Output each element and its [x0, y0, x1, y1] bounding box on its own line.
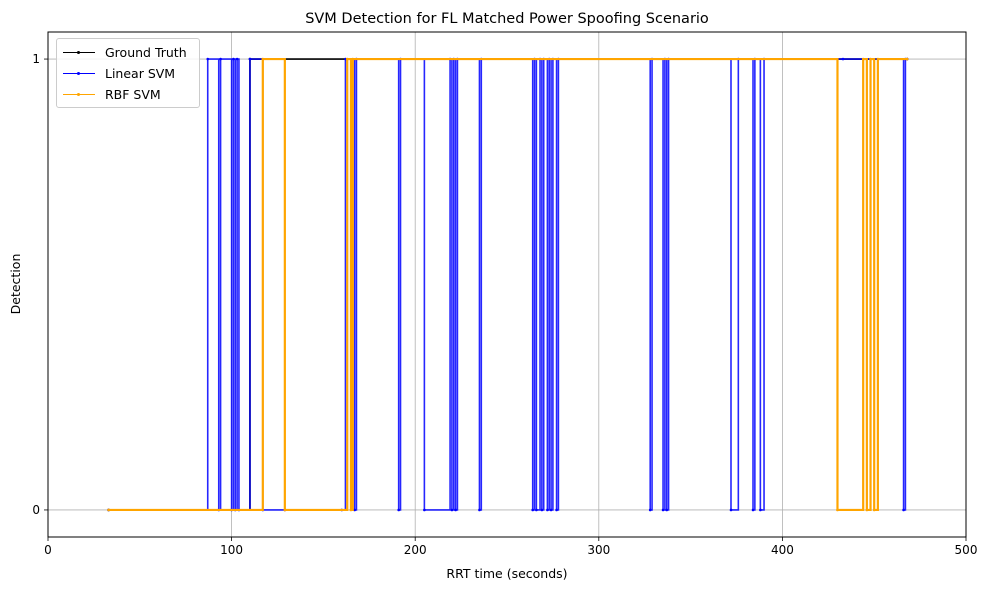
series-point-rbf-svm — [836, 508, 839, 512]
legend: Ground Truth Linear SVM RBF SVM — [56, 38, 200, 108]
plot-frame — [47, 31, 967, 538]
series-point-linear-svm — [902, 508, 905, 512]
series-point-linear-svm — [759, 508, 762, 512]
x-tick-label: 300 — [587, 543, 610, 557]
legend-item-ground-truth: Ground Truth — [63, 43, 187, 61]
series-point-rbf-svm — [345, 57, 349, 61]
y-axis-label: Detection — [8, 254, 23, 315]
series-point-linear-svm — [549, 508, 553, 512]
series-point-rbf-svm — [283, 508, 287, 512]
series-point-rbf-svm — [876, 57, 880, 61]
x-tick-label: 0 — [44, 543, 52, 557]
series-point-linear-svm — [232, 57, 235, 61]
series-point-linear-svm — [219, 57, 222, 61]
series-point-linear-svm — [397, 508, 400, 512]
series-point-rbf-svm — [351, 57, 355, 61]
series-point-linear-svm — [344, 57, 347, 61]
legend-label: RBF SVM — [105, 86, 161, 102]
series-point-linear-svm — [729, 508, 733, 512]
y-tick-label: 0 — [32, 503, 40, 517]
series-point-linear-svm — [661, 508, 665, 512]
x-tick-label: 500 — [955, 543, 978, 557]
legend-label: Linear SVM — [105, 65, 176, 81]
x-axis-label: RRT time (seconds) — [446, 566, 567, 581]
series-point-linear-svm — [353, 508, 356, 512]
series-layer — [107, 57, 909, 512]
series-point-linear-svm — [841, 57, 845, 61]
series-point-linear-svm — [235, 57, 239, 61]
series-point-rbf-svm — [872, 508, 876, 512]
x-tick-label: 400 — [771, 543, 794, 557]
legend-swatch-ground-truth — [63, 50, 95, 54]
legend-label: Ground Truth — [105, 44, 187, 60]
legend-item-linear-svm: Linear SVM — [63, 64, 175, 82]
series-point-linear-svm — [665, 508, 669, 512]
series-point-linear-svm — [206, 57, 210, 61]
series-point-linear-svm — [555, 508, 558, 512]
y-tick-label: 1 — [32, 52, 40, 66]
legend-swatch-rbf-svm — [63, 92, 95, 96]
series-point-linear-svm — [478, 508, 481, 512]
chart-title: SVM Detection for FL Matched Power Spoof… — [305, 11, 709, 27]
legend-swatch-linear-svm — [63, 71, 95, 75]
series-point-linear-svm — [546, 508, 549, 512]
series-point-linear-svm — [248, 57, 252, 61]
series-point-linear-svm — [535, 508, 538, 512]
series-point-linear-svm — [540, 508, 544, 512]
series-line-linear-svm — [108, 58, 908, 511]
series-point-rbf-svm — [107, 508, 110, 512]
series-point-rbf-svm — [349, 508, 353, 512]
ticks: 0 100 200 300 400 500 0 1 — [32, 52, 977, 557]
series-point-rbf-svm — [861, 57, 865, 61]
series-line-rbf-svm — [108, 57, 908, 512]
series-line-ground-truth — [108, 58, 908, 511]
series-point-linear-svm — [531, 508, 535, 512]
x-tick-label: 100 — [220, 543, 243, 557]
series-point-linear-svm — [751, 508, 755, 512]
series-point-rbf-svm — [865, 508, 869, 512]
series-point-rbf-svm — [905, 57, 909, 61]
x-tick-label: 200 — [404, 543, 427, 557]
series-point-linear-svm — [454, 508, 457, 512]
series-point-linear-svm — [648, 508, 652, 512]
legend-item-rbf-svm: RBF SVM — [63, 85, 161, 103]
series-point-rbf-svm — [869, 57, 872, 61]
series-point-linear-svm — [423, 508, 426, 512]
series-point-linear-svm — [450, 508, 454, 512]
series-point-rbf-svm — [261, 57, 265, 61]
